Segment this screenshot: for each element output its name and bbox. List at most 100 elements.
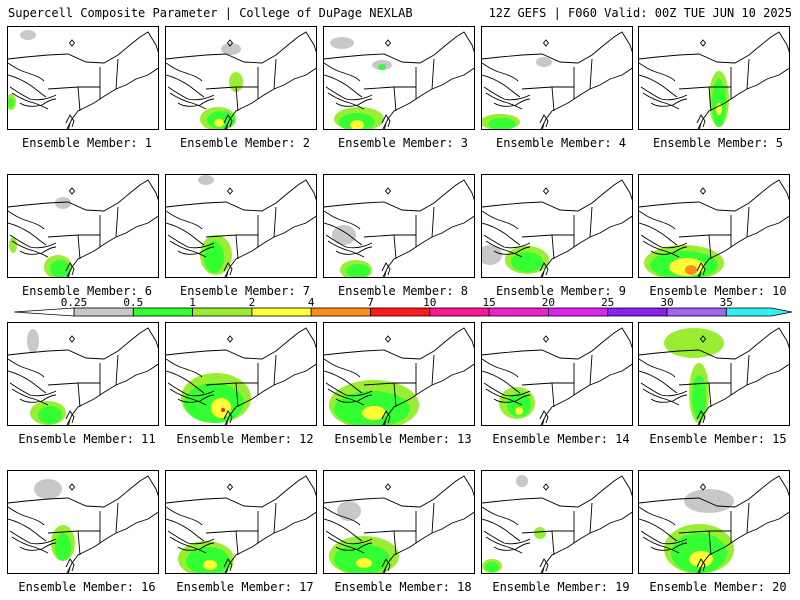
legend-tick-label: 25 — [601, 296, 614, 309]
scp-contour — [664, 328, 724, 358]
member-label: Ensemble Member: 18 — [334, 580, 472, 594]
scp-contour — [534, 527, 546, 539]
legend-tick-label: 10 — [423, 296, 436, 309]
member-map — [638, 174, 790, 278]
legend-swatch — [725, 307, 793, 317]
scp-contour — [716, 103, 722, 115]
scp-contour — [378, 64, 386, 70]
scp-contour — [8, 98, 14, 108]
member-map — [638, 322, 790, 426]
map-canvas — [8, 475, 158, 573]
map-title: Supercell Composite Parameter | College … — [8, 6, 413, 20]
legend-swatch — [548, 307, 609, 317]
member-map — [481, 470, 633, 574]
map-canvas — [324, 179, 474, 277]
scp-contour — [186, 547, 230, 573]
member-map — [165, 470, 317, 574]
scp-contour — [27, 329, 39, 353]
member-label: Ensemble Member: 9 — [495, 284, 627, 298]
member-label: Ensemble Member: 16 — [18, 580, 156, 594]
member-label: Ensemble Member: 3 — [337, 136, 469, 150]
legend-swatch — [192, 307, 253, 317]
map-canvas — [8, 179, 158, 277]
map-canvas — [166, 327, 316, 425]
scp-contour — [685, 265, 697, 275]
member-map — [481, 26, 633, 130]
member-map — [638, 26, 790, 130]
scp-contour — [350, 120, 364, 129]
scp-contour — [536, 57, 552, 67]
map-canvas — [324, 327, 474, 425]
member-label: Ensemble Member: 15 — [649, 432, 787, 446]
legend-swatch — [132, 307, 194, 317]
member-map — [638, 470, 790, 574]
member-map — [7, 174, 159, 278]
map-canvas — [482, 475, 632, 573]
scp-contour — [204, 241, 224, 273]
scp-contour — [55, 533, 71, 561]
member-map — [323, 26, 475, 130]
scp-contour — [337, 501, 361, 521]
scp-contour — [488, 118, 516, 129]
member-label: Ensemble Member: 17 — [176, 580, 314, 594]
legend-tick-label: 0.5 — [123, 296, 143, 309]
legend-swatch — [73, 307, 134, 317]
member-map — [165, 26, 317, 130]
member-label: Ensemble Member: 13 — [334, 432, 472, 446]
member-map — [7, 322, 159, 426]
member-map — [7, 26, 159, 130]
map-canvas — [8, 30, 158, 129]
member-map — [7, 470, 159, 574]
map-canvas — [324, 475, 474, 573]
legend-swatch — [607, 307, 668, 317]
scp-contour — [515, 407, 523, 415]
member-map — [481, 322, 633, 426]
scp-contour — [356, 558, 372, 568]
legend-swatch — [666, 307, 727, 317]
member-label: Ensemble Member: 14 — [492, 432, 630, 446]
map-canvas — [166, 475, 316, 573]
member-label: Ensemble Member: 12 — [176, 432, 314, 446]
legend-tick-label: 2 — [249, 296, 256, 309]
map-canvas — [482, 327, 632, 425]
valid-time-label: 12Z GEFS | F060 Valid: 00Z TUE JUN 10 20… — [488, 6, 792, 20]
scp-contour — [211, 398, 231, 418]
legend-swatch — [251, 307, 312, 317]
scp-contour — [203, 560, 217, 570]
member-map — [323, 470, 475, 574]
legend-swatch — [370, 307, 431, 317]
map-canvas — [482, 179, 632, 277]
scp-contour — [507, 393, 531, 417]
legend-tick-label: 30 — [660, 296, 673, 309]
map-canvas — [639, 327, 789, 425]
scp-contour — [221, 43, 241, 55]
legend-tick-label: 35 — [720, 296, 733, 309]
legend-swatch — [429, 307, 490, 317]
member-map — [165, 174, 317, 278]
legend-tick-label: 1 — [189, 296, 196, 309]
map-canvas — [166, 31, 316, 129]
legend-swatch — [13, 307, 75, 317]
map-canvas — [324, 31, 474, 129]
map-canvas — [8, 327, 158, 425]
member-label: Ensemble Member: 6 — [21, 284, 153, 298]
legend-tick-label: 15 — [482, 296, 495, 309]
member-label: Ensemble Member: 10 — [649, 284, 787, 298]
scp-contour — [330, 37, 354, 49]
scp-contour — [482, 245, 502, 265]
scp-contour — [362, 406, 386, 420]
scp-contour — [485, 562, 499, 572]
legend-tick-label: 0.25 — [61, 296, 88, 309]
scp-contour — [346, 264, 370, 277]
map-canvas — [639, 179, 789, 277]
scp-contour — [198, 175, 214, 185]
member-label: Ensemble Member: 8 — [337, 284, 469, 298]
member-map — [165, 322, 317, 426]
scp-contour — [516, 475, 528, 487]
member-label: Ensemble Member: 20 — [649, 580, 787, 594]
scp-contour — [332, 225, 356, 245]
member-map — [323, 174, 475, 278]
map-canvas — [639, 475, 789, 573]
member-map — [323, 322, 475, 426]
